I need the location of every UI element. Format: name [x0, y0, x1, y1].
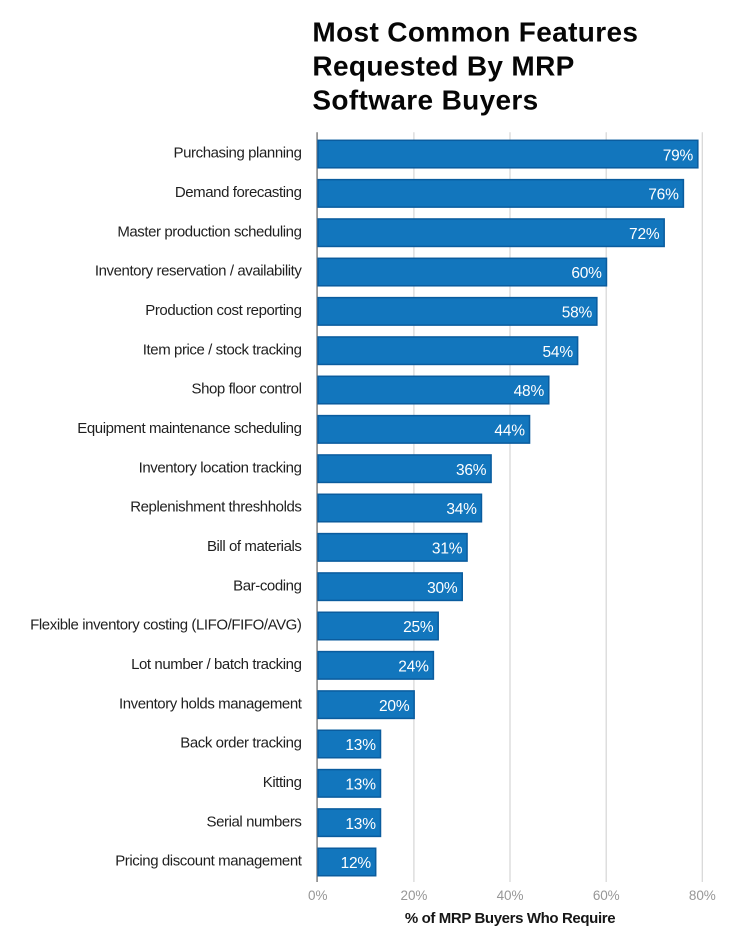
svg-text:Kitting: Kitting — [263, 774, 302, 791]
svg-text:20%: 20% — [379, 698, 410, 715]
svg-text:36%: 36% — [456, 462, 487, 479]
svg-text:0%: 0% — [308, 888, 327, 903]
svg-text:58%: 58% — [562, 305, 593, 322]
svg-text:76%: 76% — [648, 187, 679, 204]
svg-text:Serial numbers: Serial numbers — [207, 813, 302, 830]
svg-text:60%: 60% — [593, 888, 620, 903]
svg-text:20%: 20% — [401, 888, 428, 903]
svg-text:80%: 80% — [689, 888, 716, 903]
svg-text:Inventory location tracking: Inventory location tracking — [139, 459, 302, 476]
svg-text:34%: 34% — [446, 501, 477, 518]
svg-text:Demand forecasting: Demand forecasting — [175, 184, 302, 201]
svg-text:Back order tracking: Back order tracking — [180, 735, 301, 752]
svg-text:25%: 25% — [403, 619, 434, 636]
svg-text:54%: 54% — [542, 344, 573, 361]
svg-text:48%: 48% — [514, 383, 545, 400]
svg-text:31%: 31% — [432, 541, 463, 558]
svg-text:Inventory holds management: Inventory holds management — [119, 695, 303, 712]
svg-text:Master production scheduling: Master production scheduling — [117, 223, 301, 240]
svg-text:44%: 44% — [494, 423, 525, 440]
svg-text:Flexible inventory costing (LI: Flexible inventory costing (LIFO/FIFO/AV… — [30, 617, 302, 634]
svg-text:79%: 79% — [663, 147, 694, 164]
svg-text:40%: 40% — [497, 888, 524, 903]
svg-text:% of MRP Buyers Who Require: % of MRP Buyers Who Require — [405, 910, 615, 927]
svg-text:Pricing discount management: Pricing discount management — [115, 853, 303, 870]
svg-text:12%: 12% — [341, 855, 372, 872]
svg-text:Most Common Features: Most Common Features — [312, 17, 638, 48]
svg-text:Equipment maintenance scheduli: Equipment maintenance scheduling — [77, 420, 301, 437]
svg-text:30%: 30% — [427, 580, 458, 597]
svg-text:Requested By MRP: Requested By MRP — [312, 51, 574, 82]
svg-text:Lot number / batch tracking: Lot number / batch tracking — [131, 656, 302, 673]
svg-text:72%: 72% — [629, 226, 660, 243]
svg-text:Item price / stock tracking: Item price / stock tracking — [143, 341, 302, 358]
svg-text:Production cost reporting: Production cost reporting — [145, 302, 301, 319]
svg-text:60%: 60% — [571, 265, 602, 282]
svg-text:Shop floor control: Shop floor control — [191, 381, 301, 398]
svg-text:Software Buyers: Software Buyers — [312, 84, 538, 115]
svg-text:Bill of materials: Bill of materials — [207, 538, 302, 555]
svg-text:13%: 13% — [345, 816, 376, 833]
svg-text:Replenishment threshholds: Replenishment threshholds — [130, 499, 301, 516]
svg-text:13%: 13% — [345, 737, 376, 754]
svg-text:Inventory reservation / availa: Inventory reservation / availability — [95, 263, 303, 280]
svg-text:13%: 13% — [345, 777, 376, 794]
svg-text:Bar-coding: Bar-coding — [233, 577, 301, 594]
svg-text:24%: 24% — [398, 659, 429, 676]
svg-text:Purchasing planning: Purchasing planning — [174, 145, 302, 162]
